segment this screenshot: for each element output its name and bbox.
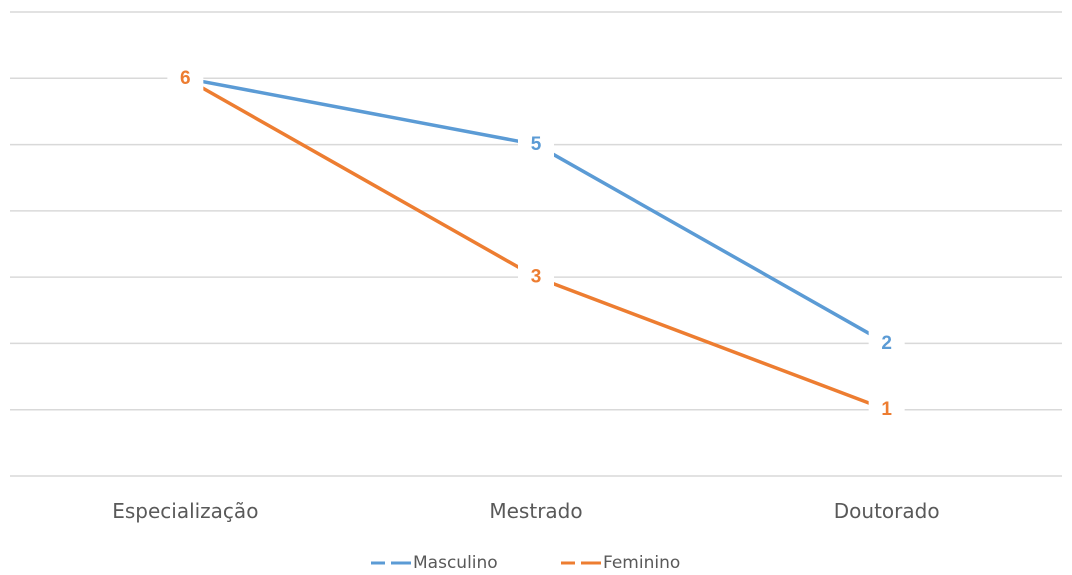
data-label: 6	[180, 68, 191, 89]
data-label-background	[518, 262, 554, 293]
data-label: 5	[531, 134, 542, 155]
data-label-background	[167, 63, 204, 94]
x-tick-label: Mestrado	[489, 499, 582, 523]
data-label-background	[868, 328, 905, 359]
legend-item-masculino: Masculino	[371, 553, 498, 573]
legend: Masculino Feminino	[371, 553, 680, 573]
legend-item-feminino: Feminino	[561, 553, 680, 573]
data-labels: 6 3 1 5 2	[167, 63, 905, 425]
data-label: 3	[531, 267, 542, 288]
data-label-background	[518, 129, 554, 160]
x-tick-label: Especialização	[112, 499, 258, 523]
data-label-group: 6	[167, 63, 204, 94]
series-line-feminino	[183, 76, 889, 412]
data-label-group: 3	[518, 262, 554, 293]
data-label-background	[868, 394, 905, 425]
legend-label: Feminino	[603, 553, 680, 573]
x-tick-label: Doutorado	[834, 499, 940, 523]
series-lines	[183, 76, 889, 412]
data-label-group: 5	[518, 129, 554, 160]
data-label: 1	[881, 399, 892, 420]
data-label-group: 2	[868, 328, 905, 359]
x-axis-ticks: Especialização Mestrado Doutorado	[112, 499, 939, 523]
legend-label: Masculino	[413, 553, 498, 573]
data-label: 2	[881, 333, 892, 354]
data-label-group: 1	[868, 394, 905, 425]
